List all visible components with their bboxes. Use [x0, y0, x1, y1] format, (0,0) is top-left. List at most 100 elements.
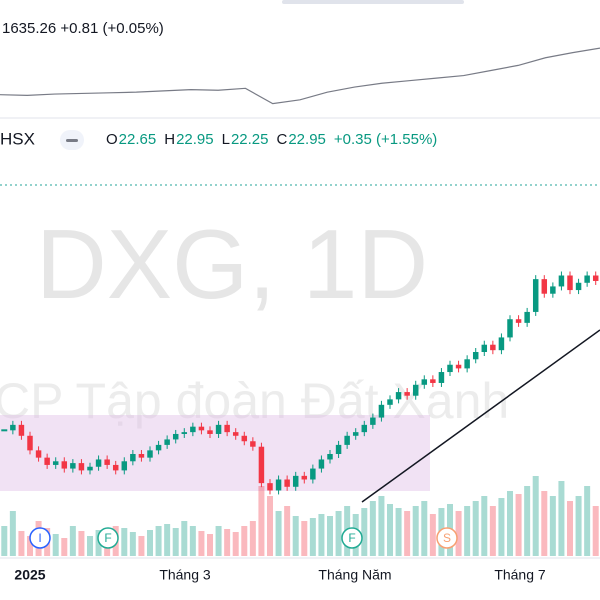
volume-bar [69, 526, 76, 556]
volume-bar [592, 506, 599, 556]
candle-body [87, 466, 93, 471]
volume-bar [9, 511, 16, 556]
volume-bar [61, 538, 68, 556]
watermark-symbol: DXG, 1D [36, 209, 428, 319]
candle-body [430, 379, 436, 383]
candle-body [10, 424, 16, 431]
candle-body [532, 279, 539, 312]
volume-bar [18, 531, 25, 556]
candle-body [292, 475, 299, 487]
volume-bar [241, 526, 248, 556]
volume-bar [584, 486, 591, 556]
volume-bar [309, 518, 316, 556]
event-marker [97, 527, 119, 549]
volume-bar [558, 481, 565, 556]
ohlc-value: 22.95 [176, 131, 214, 148]
volume-bar [1, 526, 8, 556]
volume-bar [472, 501, 479, 556]
candle-body [387, 399, 393, 405]
candle-body [558, 275, 565, 287]
volume-bar [87, 536, 93, 556]
range-highlight [0, 415, 430, 491]
volume-bar [207, 534, 213, 556]
candle-body [335, 444, 342, 454]
candle-body [18, 424, 25, 436]
index-chart [0, 47, 600, 105]
candle-body [455, 364, 462, 369]
volume-bar [258, 486, 265, 556]
volume-bar [395, 508, 402, 556]
volume-bar [284, 506, 291, 556]
candle-body [378, 404, 385, 418]
candle-body [121, 461, 128, 471]
candle-body [198, 426, 205, 431]
change: +0.35 (+1.55%) [334, 131, 437, 148]
candle-body [370, 417, 376, 425]
event-marker [341, 527, 363, 549]
ohlc-value: 22.65 [119, 131, 157, 148]
volume-bar [129, 532, 136, 556]
volume-bar [549, 496, 556, 556]
volume-bar [189, 526, 196, 556]
candle-body [250, 441, 256, 447]
volume-bar [575, 496, 582, 556]
candle-body [318, 459, 325, 469]
x-tick-label: Tháng 3 [159, 567, 211, 583]
volume-bar [489, 506, 496, 556]
volume-bar [301, 521, 308, 556]
candle-body [352, 432, 359, 436]
volume-bar [27, 536, 33, 556]
volume-bar [481, 496, 488, 556]
volume-bar [181, 521, 188, 556]
volume-bar [318, 514, 325, 556]
ohlc-legend: O 22.65 H 22.95 L 22.25 C 22.95 +0.35 (+1.55%) [106, 131, 437, 148]
candle-body [275, 479, 282, 491]
volume-bar [498, 498, 505, 556]
candle-body [421, 379, 428, 385]
candle-body [172, 433, 179, 440]
candle-body [584, 275, 590, 283]
candle-body [52, 461, 59, 465]
event-marker [29, 527, 51, 549]
candle-body [592, 275, 599, 281]
candle-body [541, 279, 548, 294]
candle-body [284, 479, 290, 487]
volume-bar [155, 526, 162, 556]
volume-bar [52, 534, 59, 556]
x-tick-label: 2025 [14, 567, 45, 583]
candle-body [27, 435, 33, 451]
candle-body [44, 457, 50, 465]
ohlc-label: C [277, 131, 288, 148]
trend-line[interactable] [361, 329, 600, 503]
candle-body [207, 430, 213, 434]
candle-body [344, 435, 350, 445]
index-quote: 1635.26 +0.81 (+0.05%) [2, 20, 164, 37]
volume-bar [541, 491, 548, 556]
volume-bar [121, 528, 128, 556]
volume-bar [172, 528, 179, 556]
volume-bar [507, 491, 513, 556]
candle-body [232, 432, 239, 436]
event-label: F [348, 531, 355, 545]
volume-bar [198, 531, 205, 556]
candle-body [524, 311, 530, 323]
volume-bar [455, 511, 462, 556]
candle-body [404, 392, 410, 396]
event-label: S [443, 531, 451, 545]
volume-bar [421, 501, 428, 556]
x-tick-label: Tháng Năm [318, 567, 391, 583]
volume-bar [404, 511, 411, 556]
candle-body [361, 424, 368, 433]
volume-bar [147, 530, 153, 556]
candle-body [447, 364, 453, 373]
volume-bar [524, 486, 531, 556]
x-axis: 2025 Tháng 3 Tháng Năm Tháng 7 [14, 567, 545, 583]
candle-body [490, 344, 496, 351]
volume-bar [532, 476, 539, 556]
ohlc-label: O [106, 131, 118, 148]
volume-bar [515, 494, 522, 556]
candle-body [138, 454, 145, 458]
candle-body [181, 432, 188, 434]
candle-body [112, 464, 119, 471]
